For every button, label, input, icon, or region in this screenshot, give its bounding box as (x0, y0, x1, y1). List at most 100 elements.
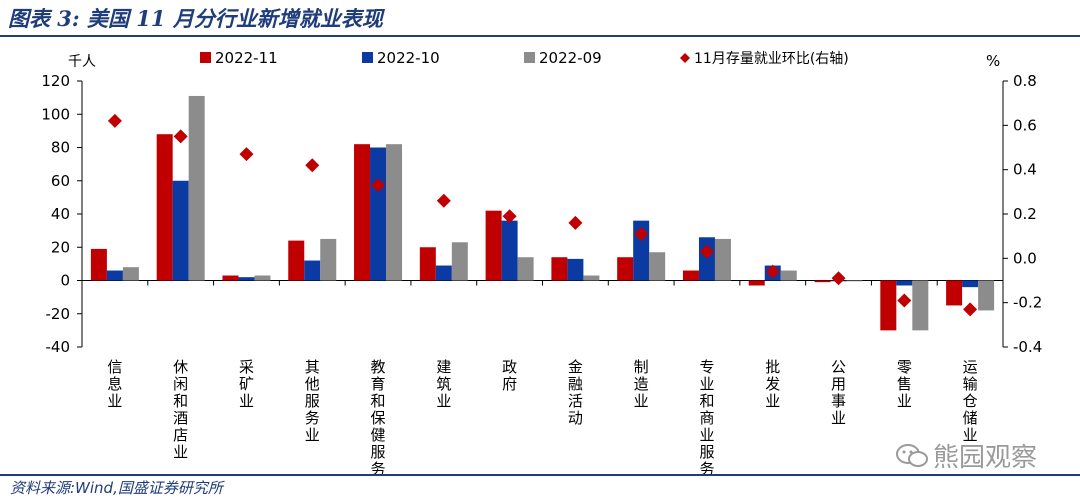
category-label: 其他服务业 (305, 358, 320, 444)
watermark: 熊园观察 (895, 437, 1037, 474)
right-tick-label: 0.0 (1013, 249, 1037, 267)
bar-2022-11 (288, 240, 305, 281)
marker-point (897, 293, 912, 308)
right-tick-label: -0.2 (1013, 294, 1042, 312)
legend-swatch (524, 52, 535, 63)
bar-2022-10 (501, 220, 518, 281)
chart-legend: 2022-11 2022-10 2022-09 11月存量就业环比(右轴) (200, 49, 849, 67)
bar-2022-09 (386, 144, 403, 281)
bar-2022-10 (370, 147, 387, 281)
bar-2022-11 (748, 280, 765, 286)
left-tick-label: 20 (51, 238, 70, 256)
right-tick-label: 0.8 (1013, 72, 1037, 90)
chart-bars (90, 95, 995, 331)
left-tick-label: -20 (46, 305, 71, 323)
legend-label: 11月存量就业环比(右轴) (694, 51, 849, 67)
bar-2022-10 (238, 277, 255, 281)
bar-2022-09 (912, 280, 929, 331)
left-tick-label: 80 (51, 139, 70, 157)
bar-2022-09 (517, 257, 534, 281)
bar-2022-11 (814, 280, 831, 283)
category-label: 批发业 (765, 358, 780, 410)
marker-point (568, 215, 583, 230)
bar-2022-09 (122, 267, 139, 281)
legend-marker (680, 53, 690, 63)
bar-2022-09 (714, 238, 731, 281)
chart-axes (77, 80, 1008, 348)
legend-swatch (362, 52, 373, 63)
category-label: 专业和商业服务 (699, 358, 714, 475)
left-tick-label: 0 (60, 272, 70, 290)
bar-2022-09 (583, 275, 600, 281)
bar-2022-11 (354, 144, 371, 281)
right-tick-label: 0.6 (1013, 116, 1037, 134)
chart-markers (107, 113, 978, 317)
right-tick-label: 0.2 (1013, 205, 1037, 223)
wechat-icon (896, 444, 928, 467)
bar-2022-09 (451, 242, 468, 281)
source-note: 资料来源:Wind,国盛证券研究所 (10, 479, 223, 497)
bar-chart: 120 100 80 60 40 20 0 -20 -40 0.8 0.6 0.4 0.2 0.0 -0.2… (41, 49, 1042, 475)
bar-2022-10 (435, 265, 452, 281)
marker-point (305, 158, 320, 173)
category-label: 休闲和酒店业 (173, 358, 188, 461)
bar-2022-10 (567, 258, 584, 281)
bar-2022-10 (962, 280, 979, 288)
bar-2022-10 (172, 180, 189, 281)
category-label: 零售业 (897, 358, 912, 410)
right-axis-unit: % (986, 52, 1000, 70)
bar-2022-09 (978, 280, 995, 311)
bar-2022-11 (551, 257, 568, 281)
chart-labels: 120 100 80 60 40 20 0 -20 -40 0.8 0.6 0.4 0.2 0.0 -0.2… (41, 52, 1042, 475)
legend-label: 2022-10 (377, 49, 440, 67)
legend-label: 2022-09 (539, 49, 602, 67)
title-underline (0, 35, 1080, 37)
bar-2022-11 (880, 280, 897, 331)
bar-2022-09 (188, 95, 205, 281)
marker-point (173, 129, 188, 144)
left-tick-label: 60 (51, 172, 70, 190)
source-rule (0, 474, 1080, 476)
bar-2022-10 (698, 237, 715, 281)
category-label: 运输仓储业 (963, 358, 978, 444)
bar-2022-11 (946, 280, 963, 306)
bar-2022-11 (682, 270, 699, 281)
bar-2022-09 (780, 270, 797, 281)
legend-label: 2022-11 (215, 49, 278, 67)
category-label: 采矿业 (239, 358, 254, 410)
right-tick-label: 0.4 (1013, 161, 1037, 179)
marker-point (963, 302, 978, 317)
bar-2022-11 (617, 257, 634, 281)
left-axis-unit: 千人 (68, 54, 96, 70)
marker-point (502, 209, 517, 224)
marker-point (699, 244, 714, 259)
marker-point (436, 193, 451, 208)
right-tick-label: -0.4 (1013, 338, 1042, 356)
category-label: 公用事业 (831, 358, 846, 427)
category-label: 制造业 (634, 358, 649, 410)
marker-point (371, 178, 386, 193)
bar-2022-11 (485, 210, 502, 281)
marker-point (107, 113, 122, 128)
category-label: 政府 (502, 358, 517, 393)
bar-2022-09 (649, 252, 666, 281)
marker-point (634, 226, 649, 241)
figure-title: 图表 3: 美国 11 月分行业新增就业表现 (8, 6, 383, 31)
category-label: 信息业 (107, 358, 122, 410)
bar-2022-09 (320, 238, 337, 281)
legend-swatch (200, 52, 211, 63)
category-label: 建筑业 (436, 358, 451, 410)
bar-2022-09 (254, 275, 271, 281)
bar-2022-10 (896, 280, 913, 286)
bar-2022-11 (90, 248, 107, 281)
left-tick-label: 100 (41, 105, 70, 123)
marker-point (765, 264, 780, 279)
bar-2022-10 (106, 270, 123, 281)
left-tick-label: -40 (46, 338, 71, 356)
left-tick-label: 120 (41, 72, 70, 90)
watermark-text: 熊园观察 (933, 443, 1038, 473)
bar-2022-10 (304, 260, 321, 281)
bar-2022-09 (846, 280, 863, 282)
left-tick-label: 40 (51, 205, 70, 223)
bar-2022-11 (419, 247, 436, 281)
